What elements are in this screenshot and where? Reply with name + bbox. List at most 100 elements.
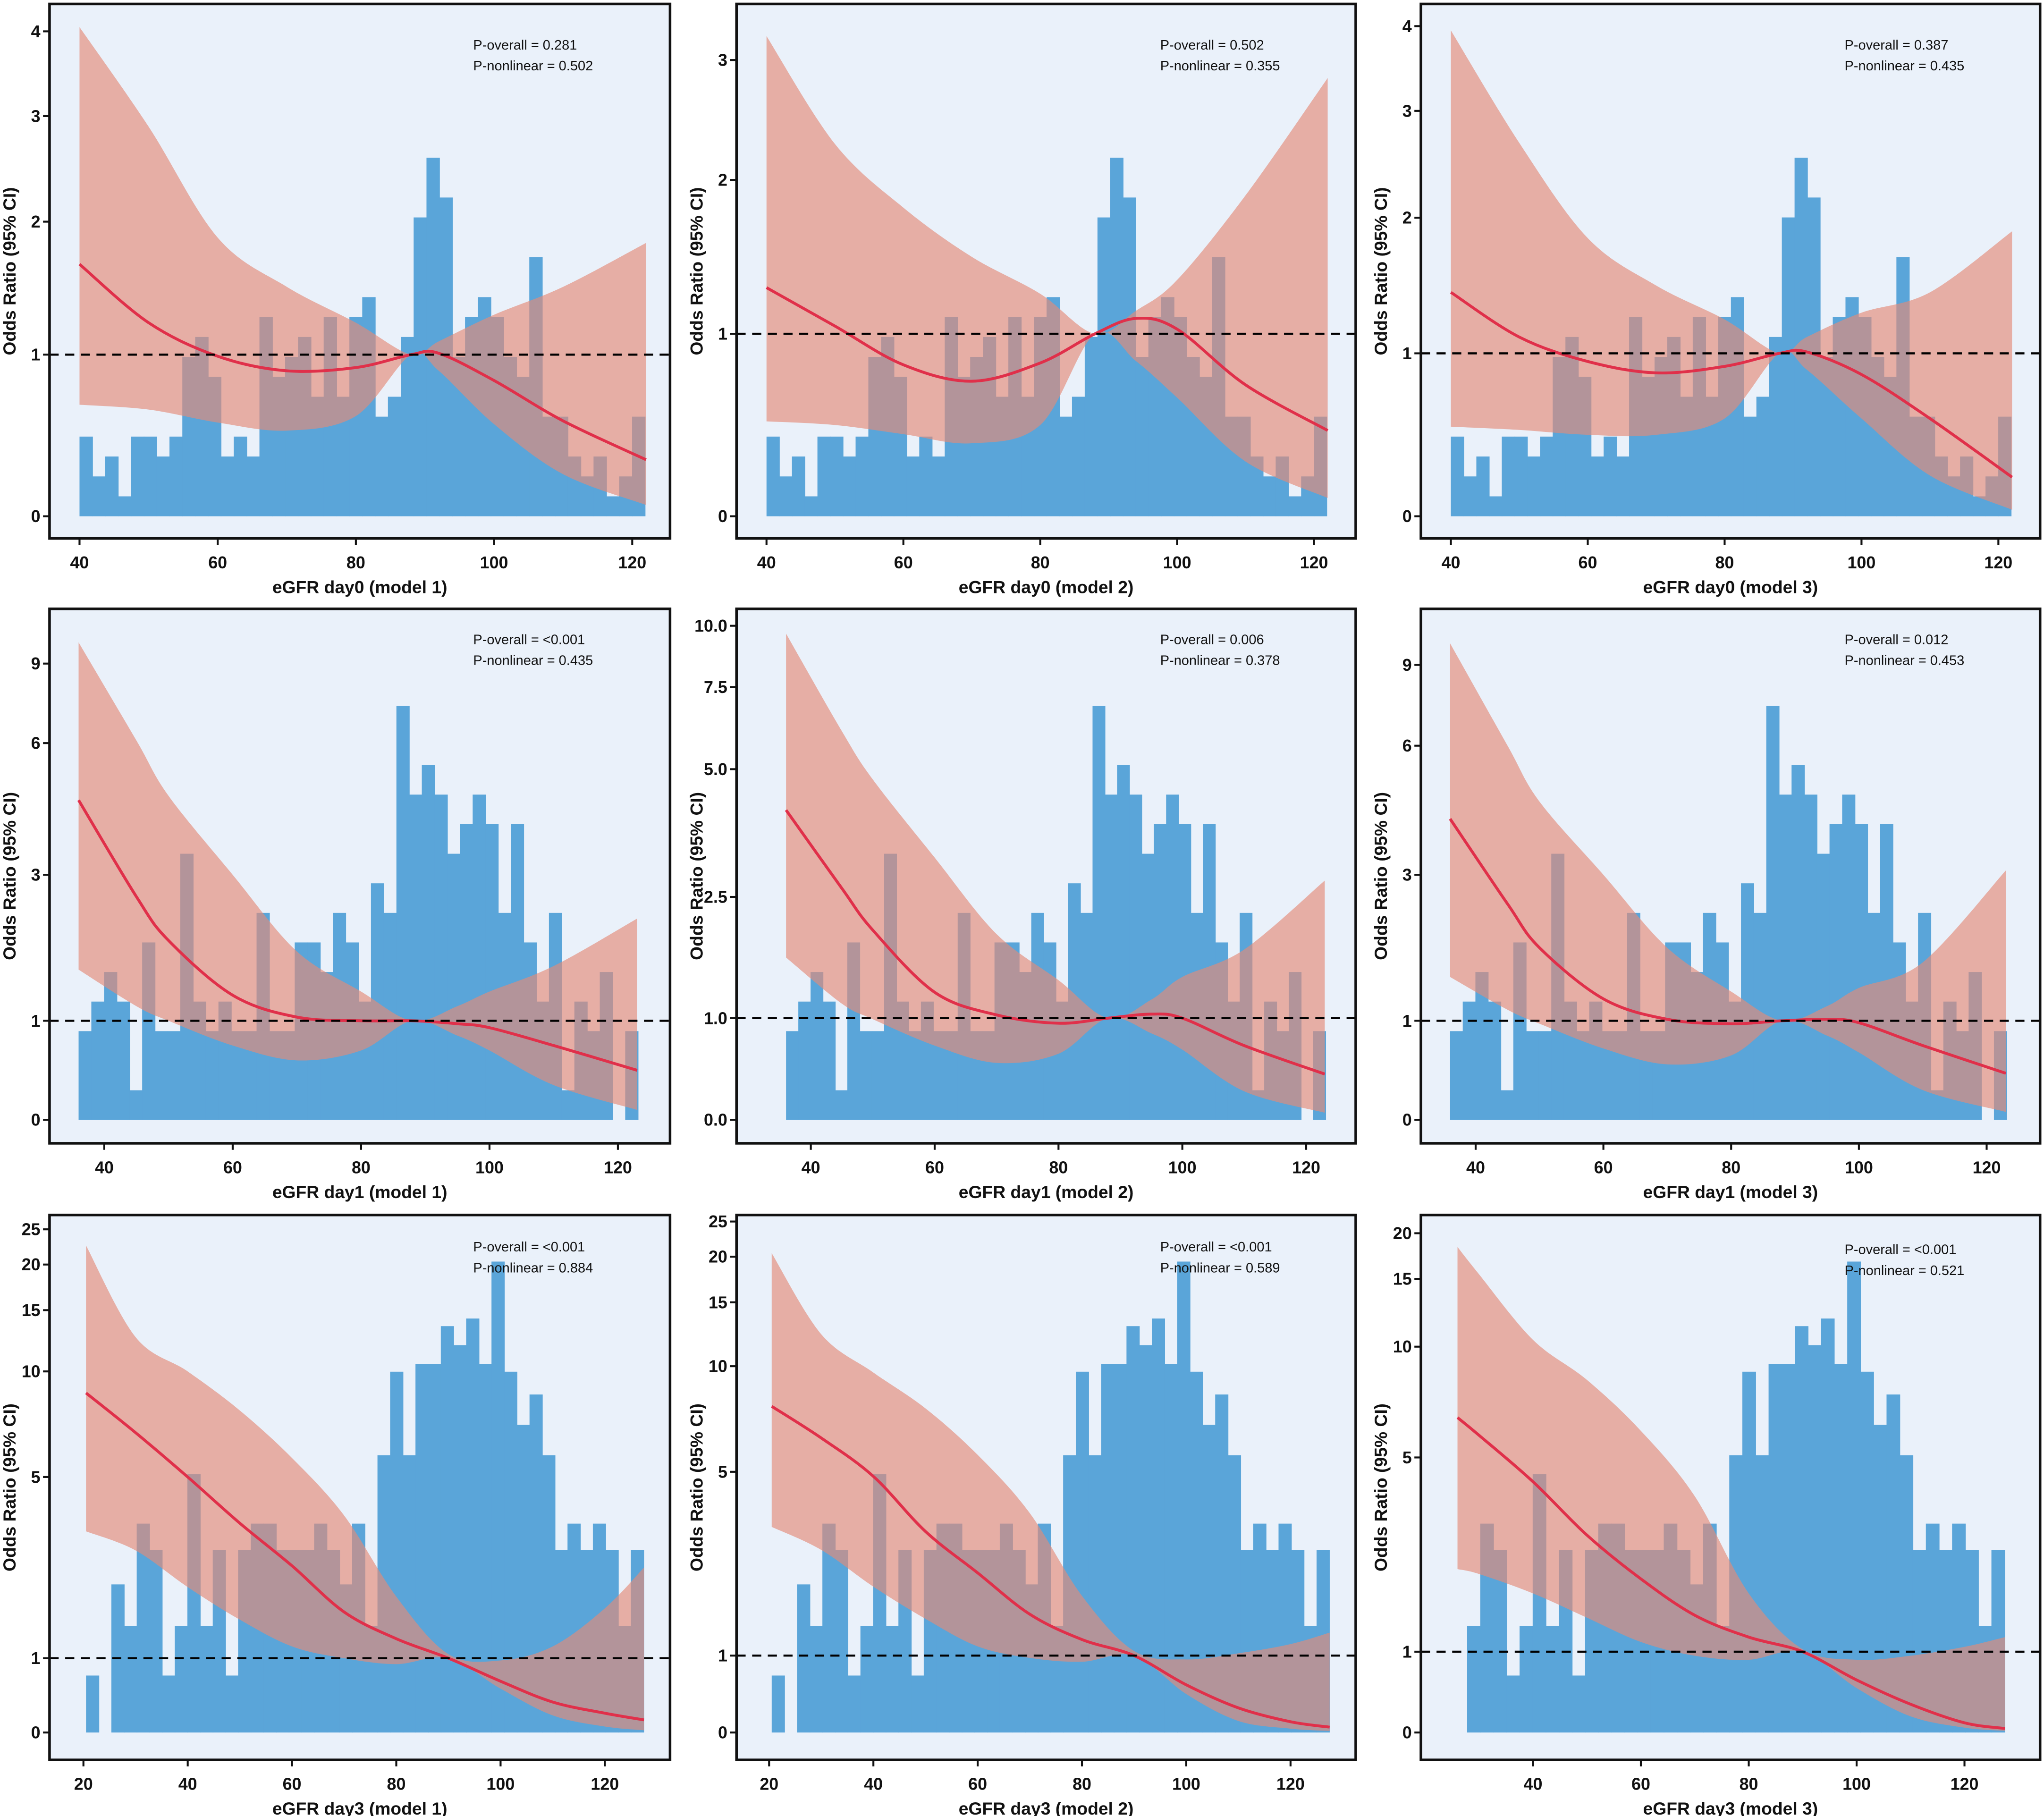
y-tick-label: 25	[22, 1220, 41, 1239]
histogram-bar	[823, 1001, 836, 1120]
p-value-annotation: P-nonlinear = 0.435	[473, 653, 593, 668]
plot-frame	[735, 2, 1357, 540]
y-tick-label: 0	[718, 1723, 727, 1742]
histogram-bar	[855, 436, 869, 516]
histogram-bar	[817, 436, 831, 516]
histogram-bar	[1794, 157, 1808, 516]
x-tick-label: 120	[1951, 1775, 1979, 1794]
histogram-bar	[908, 1031, 921, 1120]
histogram-bar	[175, 1626, 188, 1733]
histogram-bar	[1791, 765, 1805, 1120]
y-tick-label: 2	[31, 212, 41, 231]
x-tick-label: 100	[1842, 1775, 1871, 1794]
y-tick-label: 9	[1402, 656, 1412, 675]
histogram-bar	[1462, 1001, 1476, 1120]
plot-area	[1421, 1247, 2040, 1733]
x-tick-label: 120	[591, 1775, 619, 1794]
y-axis-title: Odds Ratio (95% CI)	[0, 1403, 19, 1571]
p-value-annotation: P-nonlinear = 0.355	[1160, 59, 1280, 74]
y-tick-label: 25	[709, 1212, 727, 1231]
histogram-bar	[798, 1001, 811, 1120]
x-tick-label: 80	[1073, 1775, 1091, 1794]
histogram-bar	[1088, 1455, 1102, 1733]
histogram-bar	[144, 436, 157, 516]
histogram-bar	[136, 1523, 150, 1733]
x-tick-label: 40	[864, 1775, 883, 1794]
histogram-bar	[388, 397, 402, 516]
histogram-bar	[409, 794, 422, 1120]
histogram-bar	[906, 456, 920, 516]
ci-band	[771, 1253, 1330, 1731]
ci-band	[1450, 643, 2006, 1112]
histogram-bar	[473, 794, 486, 1120]
y-tick-label: 5.0	[704, 760, 727, 779]
y-tick-label: 0	[1402, 1723, 1412, 1742]
y-tick-label: 2	[1402, 209, 1412, 228]
odds-ratio-curve	[85, 1392, 644, 1722]
y-tick-label: 4	[1402, 17, 1412, 36]
histogram-bar	[1139, 1345, 1153, 1733]
histogram-bar	[1755, 1455, 1769, 1733]
x-tick-label: 100	[1168, 1158, 1197, 1177]
p-value-annotation: P-overall = <0.001	[473, 632, 585, 647]
y-tick-label: 3	[718, 51, 727, 70]
histogram-bar	[1756, 397, 1770, 516]
y-tick-label: 10	[22, 1362, 41, 1381]
x-tick-label: 100	[486, 1775, 515, 1794]
histogram-bar	[810, 1626, 823, 1733]
histogram-bar	[847, 1675, 861, 1733]
histogram-bar	[1105, 794, 1118, 1120]
y-tick-label: 0	[31, 507, 41, 526]
x-tick-label: 40	[95, 1158, 114, 1177]
p-value-annotation: P-nonlinear = 0.435	[1844, 59, 1964, 74]
histogram-bar	[1177, 1261, 1191, 1733]
x-tick-label: 60	[283, 1775, 302, 1794]
histogram-bar	[1166, 794, 1179, 1120]
plot-area	[1421, 30, 2040, 516]
histogram-bar	[225, 1675, 239, 1733]
y-tick-label: 9	[31, 654, 41, 673]
histogram-bar	[1546, 1626, 1560, 1733]
histogram-bar	[1880, 824, 1893, 1120]
histogram-bar	[886, 1626, 899, 1733]
y-tick-label: 2.5	[704, 887, 727, 906]
histogram-bar	[1178, 824, 1191, 1120]
histogram-bar	[1779, 794, 1792, 1120]
odds-ratio-curve	[1456, 1416, 2005, 1730]
plot-frame	[48, 1214, 672, 1761]
x-tick-label: 60	[894, 553, 913, 572]
histogram-bar	[415, 1364, 429, 1733]
ci-band	[78, 642, 637, 1110]
histogram-bar	[118, 496, 132, 516]
x-tick-label: 100	[1847, 553, 1875, 572]
y-tick-label: 4	[31, 22, 41, 41]
histogram-bar	[919, 436, 933, 516]
histogram-bar	[422, 765, 435, 1120]
histogram-bar	[440, 1326, 454, 1733]
p-value-annotation: P-nonlinear = 0.521	[1844, 1263, 1964, 1278]
plot-frame	[735, 607, 1357, 1145]
chart-panel: 0 1 3 6 9 40 60 80 100 120 eGFR day1 (model 3) Odds…	[1371, 607, 2042, 1202]
p-value-annotation: P-nonlinear = 0.378	[1160, 653, 1280, 668]
odds-ratio-curve	[1449, 818, 2007, 1075]
histogram-bar	[220, 456, 235, 516]
x-tick-label: 60	[223, 1158, 242, 1177]
y-tick-label: 7.5	[704, 678, 727, 697]
histogram-bar	[1135, 357, 1149, 516]
ci-band	[786, 633, 1325, 1113]
histogram-bar	[234, 436, 247, 516]
histogram-bar	[797, 1584, 811, 1733]
histogram-bar	[1855, 824, 1868, 1120]
plot-area	[736, 36, 1356, 516]
histogram-bar	[1084, 337, 1098, 516]
p-value-annotation: P-overall = <0.001	[1160, 1240, 1272, 1255]
histogram-bar	[1488, 1001, 1502, 1120]
histogram-bar	[1804, 794, 1817, 1120]
histogram-bar	[835, 1550, 848, 1733]
y-tick-label: 0	[1402, 507, 1412, 526]
chart-panel: 0 1 2 3 40 60 80 100 120 eGFR day0 (model 2) Odds …	[686, 2, 1357, 597]
histogram-bar	[426, 157, 440, 516]
histogram-bar	[804, 496, 818, 516]
